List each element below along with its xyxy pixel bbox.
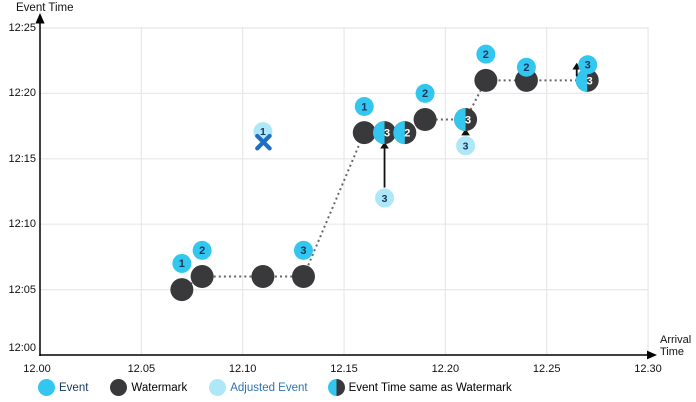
legend-label-adjusted-event: Adjusted Event <box>230 381 308 394</box>
legend-item-adjusted-event: Adjusted Event <box>209 379 308 396</box>
watermark-point <box>352 121 376 145</box>
adjustment-arrow-head-icon <box>461 128 470 136</box>
watermark-point <box>170 278 194 302</box>
legend-label-event: Event <box>59 381 89 394</box>
y-tick-label: 12:15 <box>8 152 36 165</box>
x-axis-title: Arrival Time <box>660 334 692 358</box>
marker-number: 3 <box>382 193 388 205</box>
half-event-half-watermark-dot-icon <box>327 379 345 396</box>
marker-number: 3 <box>585 60 591 72</box>
marker-number: 2 <box>422 88 428 100</box>
adjusted-event-marker <box>375 188 395 208</box>
x-tick-label: 12.20 <box>431 363 460 375</box>
marker-number: 1 <box>260 126 266 138</box>
x-tick-label: 12.05 <box>127 363 156 375</box>
event-marker <box>415 83 435 103</box>
x-axis-title-line1: Arrival <box>660 334 692 346</box>
adjusted-event-marker <box>456 136 476 156</box>
same-as-watermark-marker-half <box>373 121 385 145</box>
y-tick-label: 12:20 <box>8 87 36 100</box>
event-marker <box>354 96 374 116</box>
legend-item-same-as-watermark: Event Time same as Watermark <box>327 379 512 396</box>
x-axis-arrow-icon <box>647 350 657 360</box>
watermark-point <box>190 265 214 289</box>
marker-number: 3 <box>463 141 469 153</box>
event-marker <box>476 44 496 64</box>
x-tick-label: 12.25 <box>532 363 561 375</box>
marker-number: 3 <box>300 245 306 257</box>
same-as-watermark-marker-half <box>393 121 405 145</box>
adjusted-event-dot-icon <box>209 379 227 396</box>
event-marker <box>172 253 192 273</box>
marker-number: 3 <box>587 75 593 87</box>
marker-number: 2 <box>404 128 410 140</box>
dropped-event-x-icon <box>255 133 272 151</box>
legend-item-event: Event <box>38 379 88 396</box>
legend-item-watermark: Watermark <box>110 379 187 396</box>
event-marker <box>516 57 536 77</box>
marker-number: 1 <box>179 258 185 270</box>
watermark-point <box>251 265 275 289</box>
x-tick-label: 12.10 <box>228 363 257 375</box>
x-tick-label: 12.15 <box>330 363 358 375</box>
same-as-watermark-marker-half <box>454 108 466 132</box>
legend: Event Watermark Adjusted Event Event Tim… <box>38 379 528 396</box>
marker-number: 3 <box>384 128 390 140</box>
marker-number: 2 <box>523 62 529 74</box>
marker-number: 2 <box>483 49 489 61</box>
marker-number: 1 <box>361 101 367 113</box>
y-tick-label: 12:10 <box>8 218 36 231</box>
marker-number: 2 <box>199 245 205 257</box>
same-as-watermark-marker-half <box>575 68 588 92</box>
legend-label-same-as-watermark: Event Time same as Watermark <box>348 381 512 394</box>
watermark-point <box>474 68 498 92</box>
x-tick-label: 12.30 <box>634 363 662 375</box>
y-axis-arrow-icon <box>35 13 45 24</box>
watermark-point <box>413 108 437 132</box>
watermark-point <box>291 265 315 289</box>
watermark-dot-icon <box>110 379 128 396</box>
event-marker <box>578 55 598 75</box>
x-tick-label: 12.00 <box>23 363 51 375</box>
y-tick-label: 12:05 <box>8 283 36 296</box>
event-marker <box>192 240 212 260</box>
y-tick-label: 12:00 <box>8 342 36 354</box>
marker-number: 3 <box>465 115 471 127</box>
event-marker <box>293 240 313 260</box>
legend-label-watermark: Watermark <box>131 381 188 394</box>
y-axis-title: Event Time <box>16 2 74 14</box>
x-axis-title-line2: Time <box>660 345 685 358</box>
event-dot-icon <box>38 379 55 396</box>
adjustment-arrow-head-icon <box>380 141 389 149</box>
y-tick-label: 12:25 <box>8 22 36 34</box>
